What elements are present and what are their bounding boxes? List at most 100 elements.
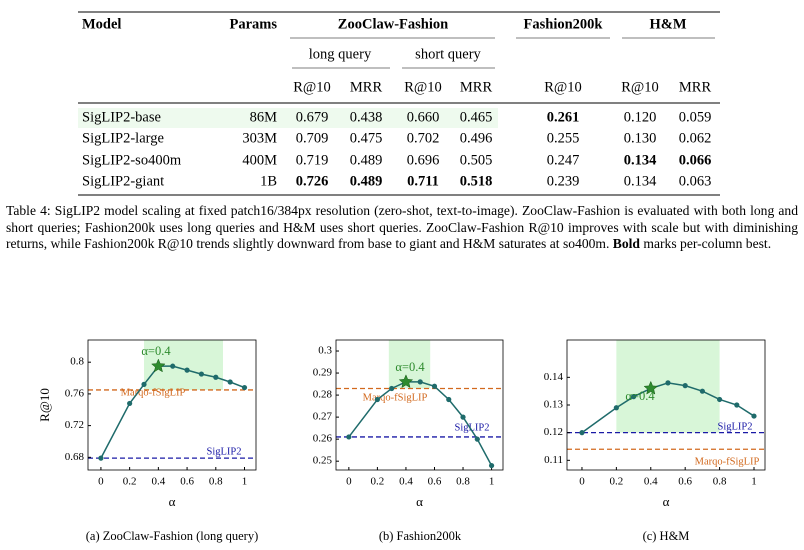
- reference-label: SigLIP2: [717, 421, 752, 432]
- best-point: [151, 358, 166, 373]
- column-subheader: long query: [309, 46, 372, 62]
- metric-header: R@10: [544, 79, 582, 95]
- y-tick-label: 0.28: [313, 389, 333, 401]
- caption-bold: Bold: [612, 236, 640, 251]
- table-cell: 303M: [242, 130, 277, 146]
- y-tick-label: 0.27: [313, 411, 333, 423]
- table-cell: 0.134: [624, 152, 657, 168]
- row-highlight: [78, 108, 498, 128]
- data-point: [213, 374, 219, 380]
- table-cell: SigLIP2-giant: [82, 173, 164, 189]
- table-cell: 0.709: [296, 130, 329, 146]
- y-tick-label: 0.72: [65, 419, 84, 431]
- data-point: [170, 363, 176, 369]
- x-tick-label: 0.8: [209, 476, 223, 488]
- reference-label: Marqo-fSigLIP: [695, 456, 760, 467]
- x-tick-label: 0: [98, 476, 104, 488]
- reference-label: Marqo-fSigLIP: [121, 387, 186, 398]
- table-cell: 0.475: [350, 130, 383, 146]
- table-caption: Table 4: SigLIP2 model scaling at fixed …: [6, 203, 798, 253]
- data-point: [431, 383, 438, 389]
- data-point: [417, 379, 423, 385]
- table-cell: 0.660: [407, 109, 440, 125]
- data-point: [98, 455, 104, 461]
- caption-text: marks per-column best.: [640, 236, 772, 251]
- data-point: [460, 414, 466, 420]
- table-cell: 0.120: [624, 109, 657, 125]
- x-tick-label: 0.2: [123, 476, 137, 488]
- y-axis-label: R@10: [37, 388, 52, 422]
- y-tick-label: 0.3: [318, 345, 332, 357]
- table-cell: 0.696: [407, 152, 440, 168]
- table-cell: 0.711: [407, 173, 439, 189]
- column-header: H&M: [649, 16, 686, 32]
- best-point: [398, 374, 414, 389]
- data-point: [665, 380, 671, 386]
- x-tick-label: 0: [346, 476, 352, 488]
- data-point: [141, 381, 147, 387]
- x-tick-label: 0.6: [678, 476, 692, 488]
- data-point: [734, 402, 740, 408]
- table-cell: 0.063: [679, 173, 712, 189]
- table-cell: 0.489: [350, 152, 383, 168]
- table-cell: SigLIP2-large: [82, 130, 164, 146]
- figure-caption: (b) Fashion200k: [379, 529, 462, 543]
- plot-frame: [335, 339, 504, 471]
- table-cell: 0.261: [547, 109, 580, 125]
- data-point: [241, 384, 248, 391]
- x-tick-label: 1: [242, 476, 248, 488]
- table-cell: 86M: [250, 109, 278, 125]
- data-point: [488, 462, 495, 469]
- table-cell: 0.059: [679, 109, 712, 125]
- table-cell: 0.255: [547, 130, 580, 146]
- table-cell: SigLIP2-base: [82, 109, 161, 125]
- x-tick-label: 0.8: [713, 476, 727, 488]
- x-tick-label: 0.4: [151, 476, 165, 488]
- caption-text: Table 4: SigLIP2 model scaling at fixed …: [6, 203, 798, 251]
- data-point: [630, 394, 637, 400]
- data-line: [100, 365, 245, 459]
- table-cell: 0.062: [679, 130, 712, 146]
- table-cell: 0.518: [460, 173, 493, 189]
- best-point: [643, 380, 659, 395]
- annotation: α=0.4: [395, 360, 425, 374]
- data-point: [613, 405, 619, 411]
- table-cell: 0.489: [350, 173, 383, 189]
- reference-label: SigLIP2: [454, 422, 489, 433]
- data-point: [227, 379, 233, 385]
- table-cell: 0.505: [460, 152, 493, 168]
- column-header: ZooClaw-Fashion: [338, 16, 448, 32]
- y-tick-label: 0.11: [544, 454, 563, 466]
- annotation: α=0.4: [625, 389, 655, 403]
- data-point: [579, 430, 585, 436]
- y-tick-label: 0.8: [70, 356, 84, 368]
- table-cell: 1B: [260, 173, 277, 189]
- table-cell: SigLIP2-so400m: [82, 152, 182, 168]
- x-tick-label: 0.8: [456, 476, 470, 488]
- annotation: α=0.4: [141, 344, 171, 358]
- table-cell: 0.726: [296, 173, 329, 189]
- data-line: [581, 382, 755, 434]
- data-point: [446, 396, 452, 403]
- x-tick-label: 0.6: [428, 476, 442, 488]
- reference-label: Marqo-fSigLIP: [363, 392, 428, 403]
- table-cell: 0.134: [624, 173, 657, 189]
- y-tick-label: 0.14: [544, 371, 564, 383]
- metric-header: R@10: [293, 79, 331, 95]
- metric-header: R@10: [404, 79, 442, 95]
- metric-header: MRR: [350, 79, 383, 95]
- reference-label: SigLIP2: [206, 446, 241, 457]
- x-tick-label: 0.2: [609, 476, 623, 488]
- table-cell: 0.247: [547, 152, 580, 168]
- x-tick-label: 0.4: [644, 476, 658, 488]
- data-point: [346, 434, 352, 440]
- x-tick-label: 0.6: [180, 476, 194, 488]
- data-point: [474, 436, 480, 442]
- data-point: [389, 385, 395, 392]
- table-cell: 0.239: [547, 173, 580, 189]
- data-point: [699, 388, 705, 394]
- highlight-region: [616, 340, 720, 433]
- x-tick-label: 0.2: [371, 476, 385, 488]
- y-tick-label: 0.26: [313, 433, 333, 445]
